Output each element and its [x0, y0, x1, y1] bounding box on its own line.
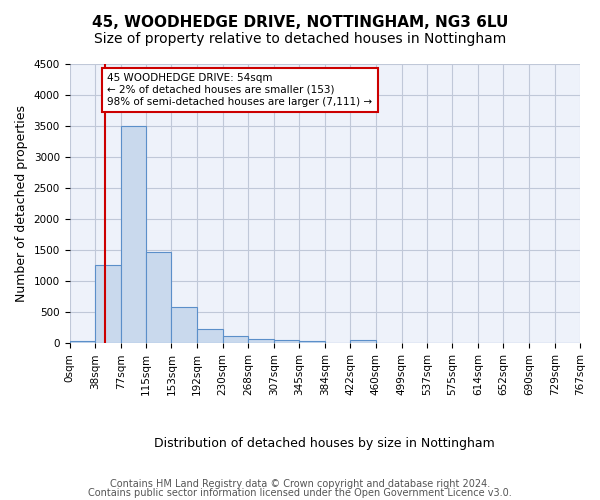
Bar [223, 336, 248, 344]
Text: Size of property relative to detached houses in Nottingham: Size of property relative to detached ho… [94, 32, 506, 46]
Bar [121, 126, 146, 344]
X-axis label: Distribution of detached houses by size in Nottingham: Distribution of detached houses by size … [154, 437, 495, 450]
Text: 45 WOODHEDGE DRIVE: 54sqm
← 2% of detached houses are smaller (153)
98% of semi-: 45 WOODHEDGE DRIVE: 54sqm ← 2% of detach… [107, 74, 373, 106]
Bar [350, 340, 376, 344]
Bar [146, 252, 172, 344]
Bar [274, 340, 299, 344]
Bar [299, 340, 325, 344]
Y-axis label: Number of detached properties: Number of detached properties [15, 105, 28, 302]
Text: Contains HM Land Registry data © Crown copyright and database right 2024.: Contains HM Land Registry data © Crown c… [110, 479, 490, 489]
Bar [70, 341, 95, 344]
Bar [248, 338, 274, 344]
Bar [197, 328, 223, 344]
Bar [172, 308, 197, 344]
Text: 45, WOODHEDGE DRIVE, NOTTINGHAM, NG3 6LU: 45, WOODHEDGE DRIVE, NOTTINGHAM, NG3 6LU [92, 15, 508, 30]
Bar [95, 264, 121, 344]
Text: Contains public sector information licensed under the Open Government Licence v3: Contains public sector information licen… [88, 488, 512, 498]
